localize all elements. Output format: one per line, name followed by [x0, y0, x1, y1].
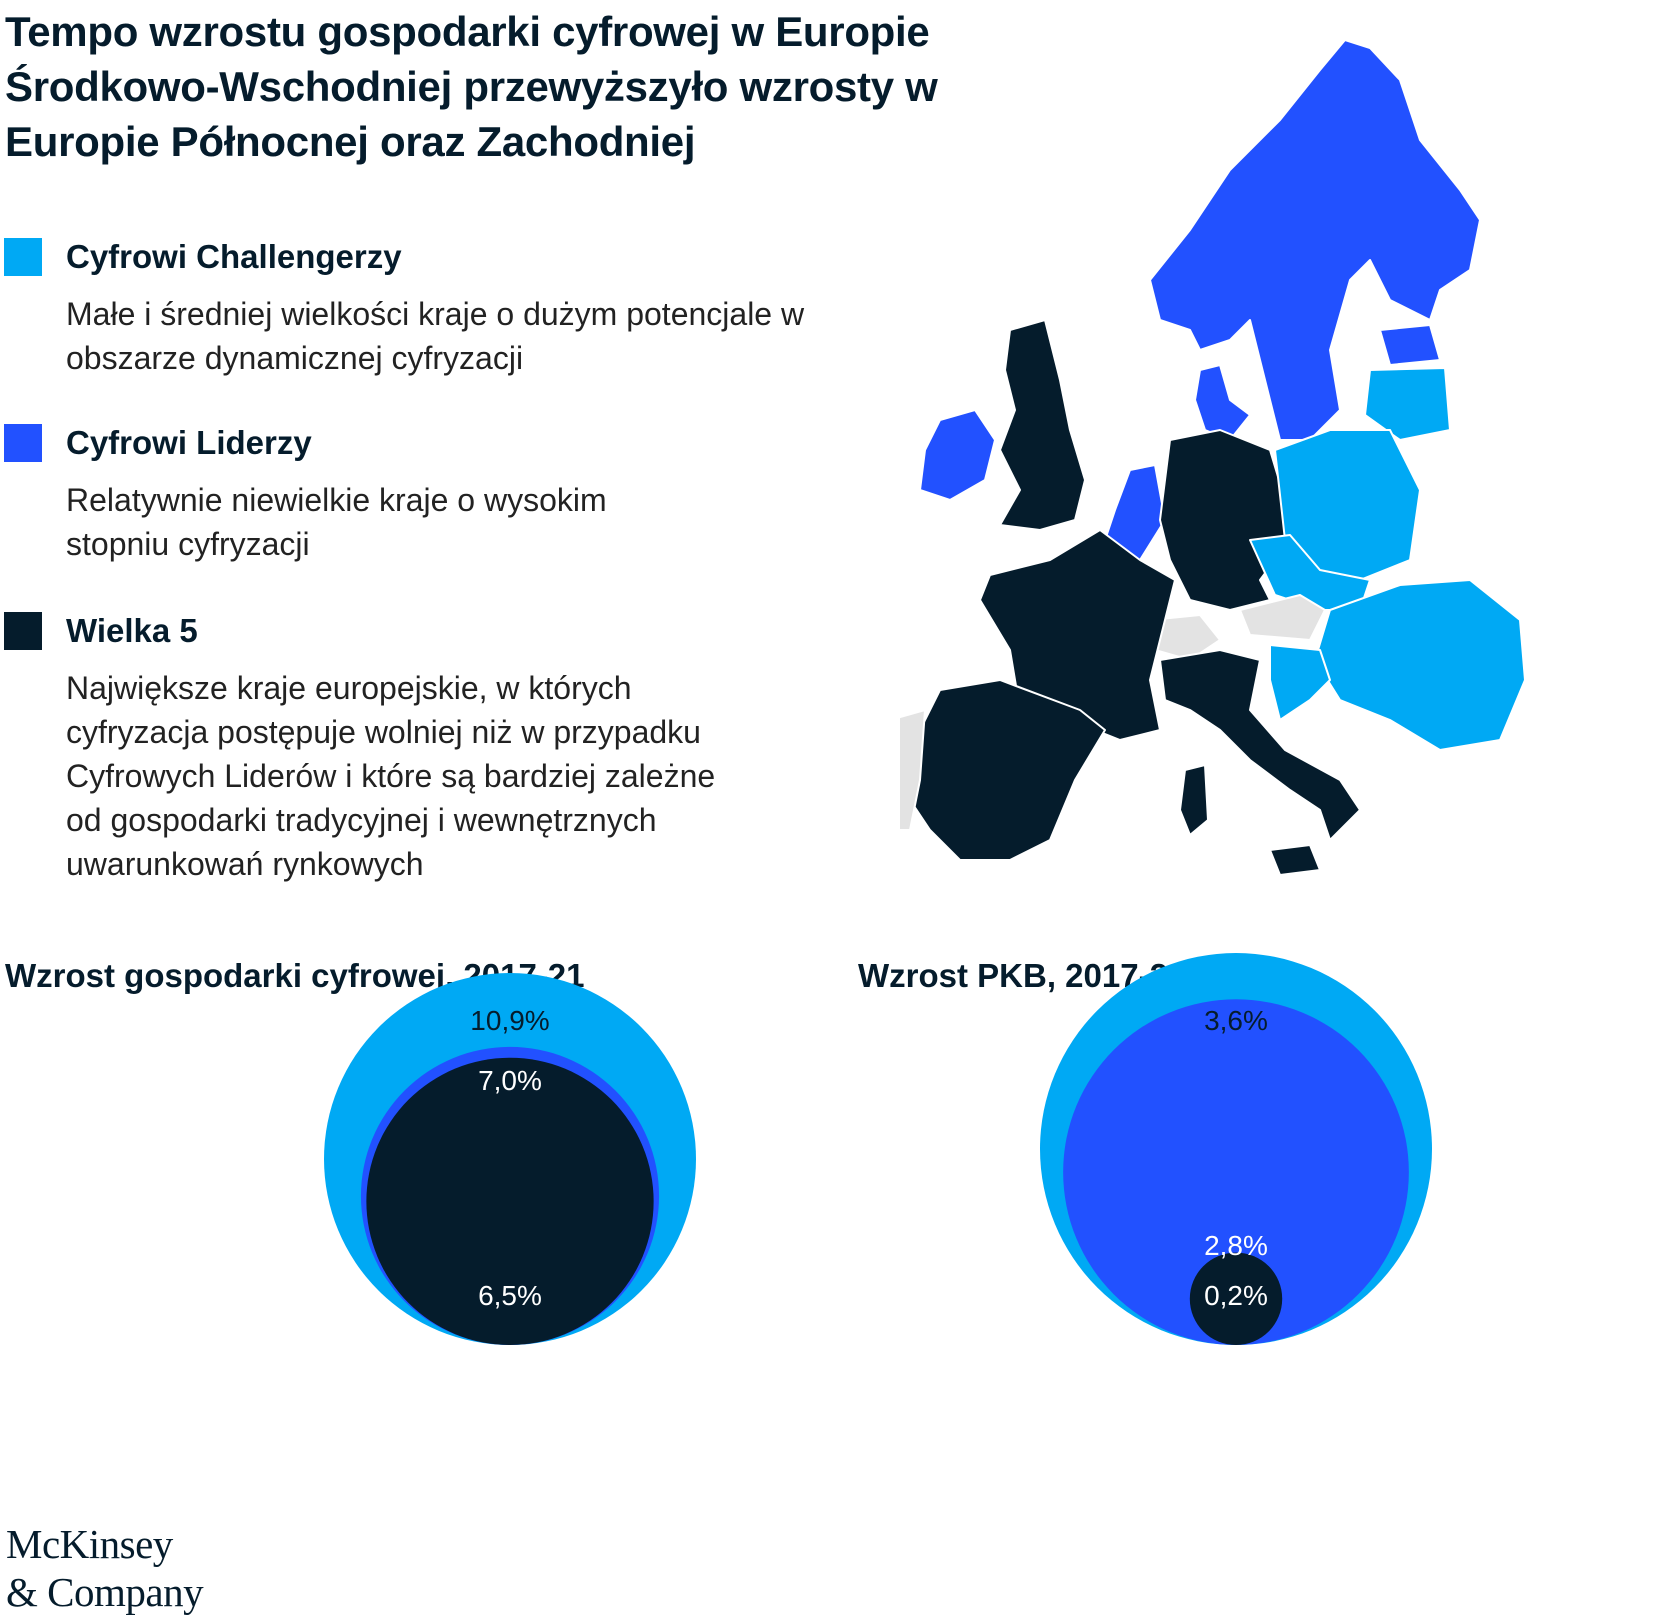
map-region-estonia [1379, 324, 1441, 366]
map-region-germany [1159, 429, 1291, 611]
europe-map [900, 39, 1526, 876]
bubble-leaders [1063, 999, 1409, 1345]
mckinsey-logo: McKinsey & Company [6, 1520, 204, 1616]
map-region-balkans [1269, 644, 1331, 721]
legend-item-big5: Wielka 5 Największe kraje europejskie, w… [4, 610, 884, 886]
legend-name: Wielka 5 [66, 612, 198, 649]
legend-item-leaders: Cyfrowi Liderzy Relatywnie niewielkie kr… [4, 422, 884, 566]
bubble-label-big5: 0,2% [1204, 1280, 1268, 1311]
legend-name: Cyfrowi Challengerzy [66, 238, 402, 275]
bubble-label-challengers: 10,9% [470, 1005, 549, 1036]
map-region-southeast [1314, 579, 1526, 751]
legend-description: Relatywnie niewielkie kraje o wysokim st… [66, 482, 607, 562]
map-region-portugal [900, 709, 926, 831]
legend-description: Największe kraje europejskie, w których … [66, 670, 716, 882]
legend-name: Cyfrowi Liderzy [66, 424, 312, 461]
map-region-sicily [1269, 844, 1321, 876]
legend-description: Małe i średniej wielkości kraje o dużym … [66, 296, 805, 376]
legend-swatch-leaders [4, 424, 42, 462]
legend-swatch-challengers [4, 238, 42, 276]
map-region-italy [1159, 649, 1361, 841]
bubble-big5 [366, 1057, 654, 1345]
bubble-chart-gdp: 3,6% 2,8% 0,2% [1040, 953, 1432, 1345]
legend-item-challengers: Cyfrowi Challengerzy Małe i średniej wie… [4, 236, 884, 380]
bubble-big5 [1189, 1252, 1283, 1345]
map-region-latvia-lithuania [1364, 367, 1451, 441]
legend-swatch-big5 [4, 612, 42, 650]
bubble-label-leaders: 2,8% [1204, 1230, 1268, 1261]
logo-line: McKinsey [6, 1521, 173, 1567]
bubble-label-challengers: 3,6% [1204, 1005, 1268, 1036]
map-region-france [979, 529, 1176, 741]
map-region-ireland [919, 409, 996, 501]
map-region-czechia-slovakia [1249, 534, 1371, 611]
map-region-uk [999, 319, 1086, 531]
bubble-label-leaders: 7,0% [478, 1065, 542, 1096]
bubble-chart-digital: 10,9% 7,0% 6,5% [324, 973, 696, 1345]
logo-line: & Company [6, 1569, 204, 1615]
map-region-austria [1239, 594, 1326, 641]
page-title: Tempo wzrostu gospodarki cyfrowej w Euro… [5, 8, 938, 165]
bubble-label-big5: 6,5% [478, 1280, 542, 1311]
map-region-denmark [1194, 364, 1251, 441]
map-region-sardinia [1179, 764, 1209, 836]
